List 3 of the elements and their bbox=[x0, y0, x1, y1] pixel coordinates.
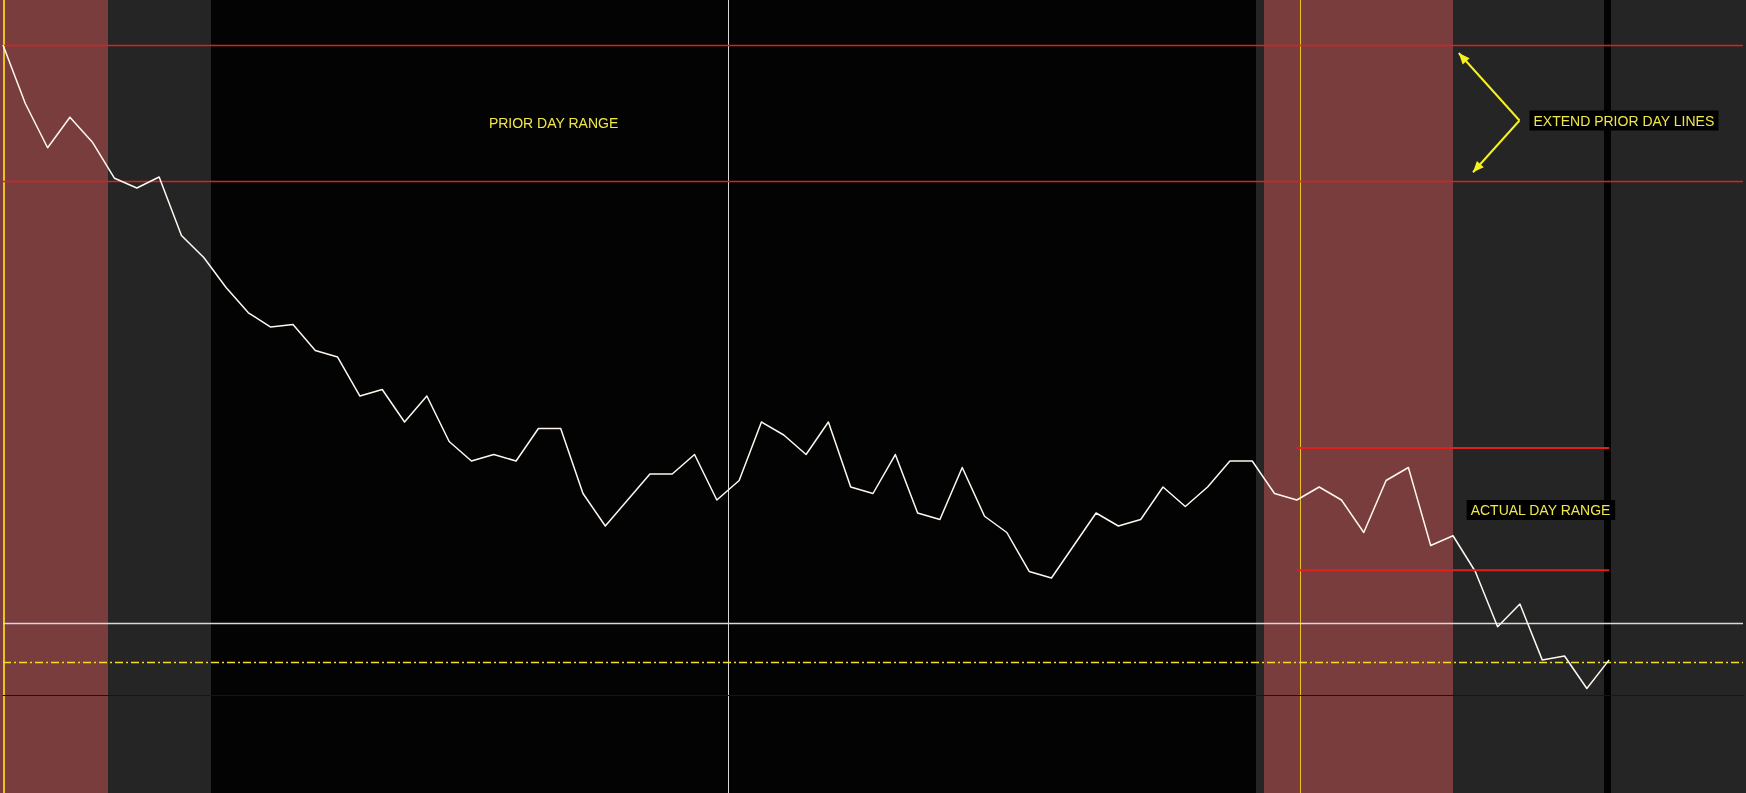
annotation: EXTEND PRIOR DAY LINES bbox=[1533, 112, 1715, 129]
annotation: ACTUAL DAY RANGE bbox=[1470, 501, 1611, 518]
annotation: PRIOR DAY RANGE bbox=[488, 115, 619, 132]
